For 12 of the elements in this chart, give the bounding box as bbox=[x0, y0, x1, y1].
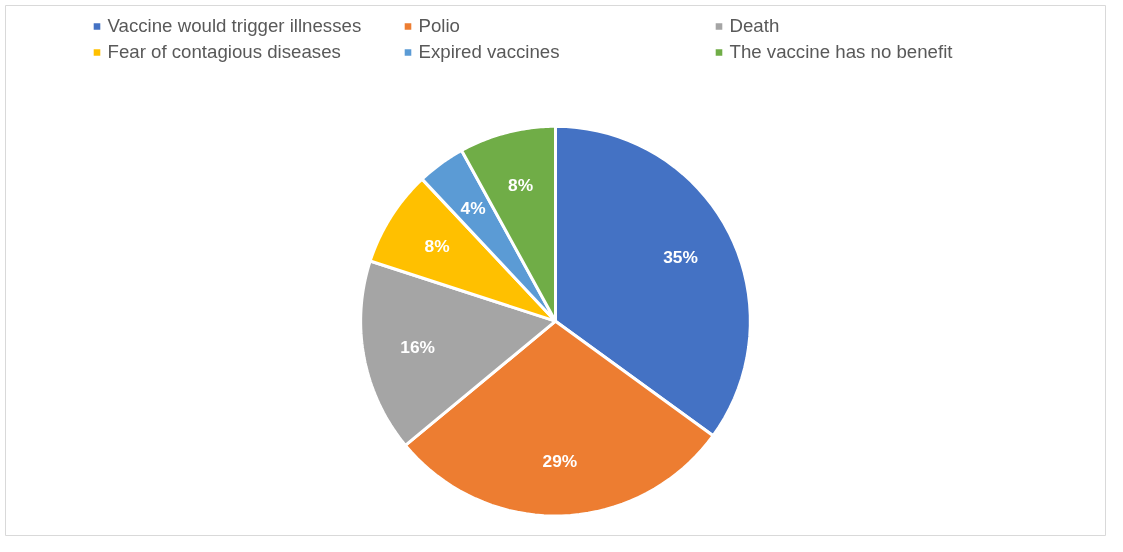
legend-label: The vaccine has no benefit bbox=[729, 41, 954, 63]
legend-label: Polio bbox=[418, 15, 461, 37]
legend-label: Fear of contagious diseases bbox=[107, 41, 342, 63]
data-label: 29% bbox=[542, 451, 578, 472]
legend-label: Expired vaccines bbox=[418, 41, 561, 63]
data-label: 35% bbox=[663, 247, 698, 268]
data-label: 16% bbox=[400, 337, 436, 358]
data-label: 8% bbox=[508, 175, 534, 196]
legend-label: Vaccine would trigger illnesses bbox=[107, 15, 363, 37]
legend-label: Death bbox=[729, 15, 781, 37]
data-label: 4% bbox=[460, 197, 486, 218]
data-label: 8% bbox=[424, 235, 450, 256]
